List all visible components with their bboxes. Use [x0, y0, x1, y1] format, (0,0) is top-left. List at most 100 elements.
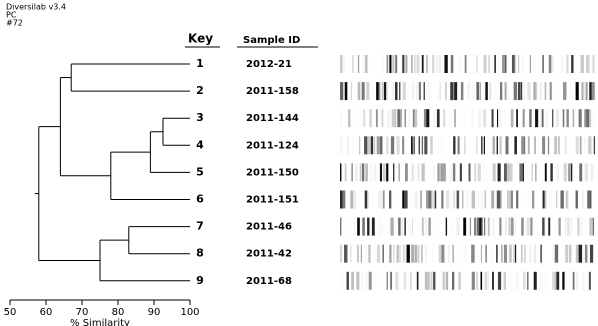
band [518, 82, 520, 100]
band [508, 218, 510, 236]
band [347, 136, 348, 154]
band [432, 55, 434, 73]
band [340, 82, 343, 100]
band [571, 163, 573, 181]
band [444, 55, 447, 73]
band [471, 82, 474, 100]
key: 5 [196, 165, 204, 178]
band [419, 136, 420, 154]
band [344, 245, 347, 263]
band [410, 272, 411, 290]
band [535, 163, 536, 181]
band [548, 218, 550, 236]
band [530, 55, 531, 73]
band [345, 163, 347, 181]
band [576, 245, 579, 263]
band [425, 245, 426, 263]
band [484, 218, 485, 236]
band [395, 218, 398, 236]
sample-id: 2011-68 [246, 276, 292, 287]
band [507, 55, 508, 73]
band [387, 272, 388, 290]
band [454, 82, 457, 100]
band [491, 245, 494, 263]
band [524, 82, 525, 100]
band [394, 109, 396, 127]
band [361, 109, 363, 127]
band [573, 272, 575, 290]
band [382, 55, 384, 73]
band [459, 109, 461, 127]
band [477, 218, 480, 236]
band [427, 272, 430, 290]
band [340, 245, 342, 263]
band [505, 82, 507, 100]
band [389, 191, 391, 209]
band [480, 82, 481, 100]
band [422, 218, 424, 236]
band [579, 245, 582, 263]
band [399, 82, 400, 100]
band [519, 163, 522, 181]
band [372, 82, 374, 100]
band [403, 272, 406, 290]
band [405, 109, 406, 127]
band [493, 163, 496, 181]
band [368, 136, 371, 154]
band [478, 109, 481, 127]
band [471, 109, 473, 127]
band [494, 82, 496, 100]
band [584, 109, 586, 127]
band [367, 218, 369, 236]
band [504, 163, 507, 181]
band [476, 245, 477, 263]
band [530, 218, 532, 236]
band [504, 245, 507, 263]
band [534, 245, 536, 263]
band [494, 55, 496, 73]
band [481, 245, 482, 263]
band [583, 245, 585, 263]
band [439, 218, 440, 236]
band [453, 163, 455, 181]
band [415, 191, 418, 209]
band [403, 82, 406, 100]
band [504, 109, 506, 127]
band [452, 245, 453, 263]
band [398, 218, 400, 236]
band [491, 191, 494, 209]
band [437, 163, 439, 181]
band [474, 218, 475, 236]
band [361, 245, 362, 263]
band [542, 109, 544, 127]
band [461, 245, 462, 263]
band [497, 109, 498, 127]
band [460, 163, 462, 181]
band [533, 82, 535, 100]
band [399, 163, 400, 181]
band [564, 136, 567, 154]
band [529, 245, 531, 263]
band [377, 245, 380, 263]
band [558, 136, 559, 154]
band [403, 245, 405, 263]
sample-id: 2012-21 [246, 59, 292, 70]
band [362, 55, 365, 73]
band [355, 191, 356, 209]
band [457, 191, 459, 209]
band [428, 218, 431, 236]
band [549, 55, 552, 73]
band [456, 55, 458, 73]
band [397, 109, 400, 127]
band [453, 136, 455, 154]
band [497, 136, 498, 154]
band [581, 218, 583, 236]
sample-id: 2011-151 [246, 195, 299, 206]
band [576, 136, 579, 154]
band [581, 55, 584, 73]
band [448, 245, 450, 263]
key-header: Key [188, 32, 213, 46]
band [573, 109, 575, 127]
band [459, 55, 461, 73]
sample-id: 2011-158 [246, 86, 299, 97]
